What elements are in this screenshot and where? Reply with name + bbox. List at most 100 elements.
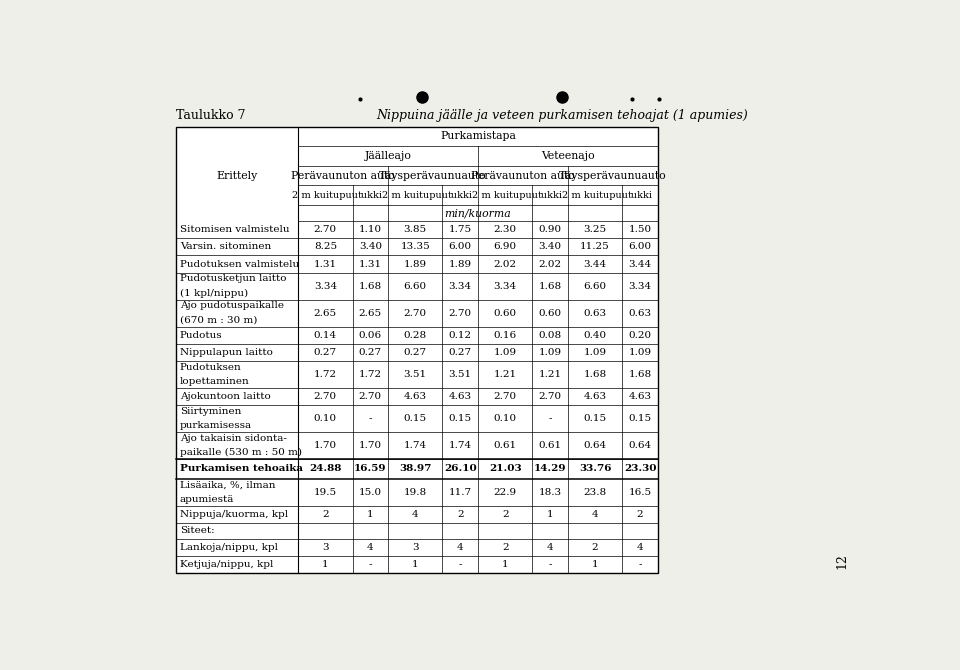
Text: 1.68: 1.68 [629,370,652,379]
Text: 23.8: 23.8 [584,488,607,496]
Text: 1.75: 1.75 [448,225,471,234]
Text: 0.61: 0.61 [539,441,562,450]
Text: paikalle (530 m : 50 m): paikalle (530 m : 50 m) [180,448,301,458]
Text: lopettaminen: lopettaminen [180,377,250,386]
Text: min/kuorma: min/kuorma [444,208,512,218]
Text: apumiestä: apumiestä [180,495,234,504]
Text: 0.08: 0.08 [539,331,562,340]
Text: 4: 4 [412,510,419,519]
Text: 1.10: 1.10 [359,225,382,234]
Text: 3.40: 3.40 [539,243,562,251]
Text: 1.68: 1.68 [539,281,562,291]
Text: 0.63: 0.63 [629,309,652,318]
Text: 3.85: 3.85 [404,225,427,234]
Text: 2.02: 2.02 [493,259,516,269]
Text: 1.70: 1.70 [314,441,337,450]
Text: 22.9: 22.9 [493,488,516,496]
Text: 0.20: 0.20 [629,331,652,340]
Text: 18.3: 18.3 [539,488,562,496]
Text: 6.00: 6.00 [448,243,471,251]
Text: 1.09: 1.09 [629,348,652,357]
Text: 4: 4 [367,543,373,552]
Text: 3.51: 3.51 [404,370,427,379]
Text: 2: 2 [591,543,598,552]
Text: 2: 2 [502,543,509,552]
Text: 15.0: 15.0 [359,488,382,496]
Text: Pudotuksen: Pudotuksen [180,362,241,372]
Text: 2.70: 2.70 [314,392,337,401]
Text: 1: 1 [502,560,509,569]
Text: 3.34: 3.34 [629,281,652,291]
Text: Siirtyminen: Siirtyminen [180,407,241,416]
Text: (670 m : 30 m): (670 m : 30 m) [180,316,257,325]
Text: 3.25: 3.25 [584,225,607,234]
Text: 2 m kuitupuu: 2 m kuitupuu [562,191,628,200]
Text: 1.72: 1.72 [359,370,382,379]
Text: Purkamisen tehoaika: Purkamisen tehoaika [180,464,302,474]
Text: 1.21: 1.21 [539,370,562,379]
Text: 0.64: 0.64 [629,441,652,450]
Text: 0.60: 0.60 [539,309,562,318]
Text: 6.90: 6.90 [493,243,516,251]
Text: 2.70: 2.70 [448,309,471,318]
Text: -: - [369,560,372,569]
Text: 26.10: 26.10 [444,464,476,474]
Text: tukki: tukki [358,191,383,200]
Text: 2 m kuitupuu: 2 m kuitupuu [472,191,539,200]
Text: Purkamistapa: Purkamistapa [440,131,516,141]
Text: 2.70: 2.70 [493,392,516,401]
Text: Pudotusketjun laitto: Pudotusketjun laitto [180,274,286,283]
Text: 0.60: 0.60 [493,309,516,318]
Text: 3: 3 [322,543,328,552]
Text: 24.88: 24.88 [309,464,342,474]
Text: Ajokuntoon laitto: Ajokuntoon laitto [180,392,271,401]
Text: 0.61: 0.61 [493,441,516,450]
Text: Ketjuja/nippu, kpl: Ketjuja/nippu, kpl [180,560,273,569]
Text: 2: 2 [457,510,464,519]
Text: 1.50: 1.50 [629,225,652,234]
Text: 1.74: 1.74 [404,441,427,450]
Text: Nippuja/kuorma, kpl: Nippuja/kuorma, kpl [180,510,288,519]
Text: 0.15: 0.15 [448,414,471,423]
Text: 33.76: 33.76 [579,464,612,474]
Text: 0.40: 0.40 [584,331,607,340]
Text: 2.70: 2.70 [404,309,427,318]
Text: 19.5: 19.5 [314,488,337,496]
Text: 4.63: 4.63 [629,392,652,401]
Text: Lisäaika, %, ilman: Lisäaika, %, ilman [180,480,276,490]
Text: Taulukko 7: Taulukko 7 [176,109,246,121]
Text: Täysperävaunuauto: Täysperävaunuauto [559,171,666,181]
Text: 0.64: 0.64 [584,441,607,450]
Text: 1: 1 [412,560,419,569]
Text: 1.72: 1.72 [314,370,337,379]
Text: 4.63: 4.63 [448,392,471,401]
Text: 1: 1 [547,510,553,519]
Text: 23.30: 23.30 [624,464,657,474]
Text: 14.29: 14.29 [534,464,566,474]
Text: 4.63: 4.63 [404,392,427,401]
Text: Ajo takaisin sidonta-: Ajo takaisin sidonta- [180,433,286,443]
Text: 2.70: 2.70 [359,392,382,401]
Text: 0.90: 0.90 [539,225,562,234]
Text: 1.09: 1.09 [539,348,562,357]
Text: 0.14: 0.14 [314,331,337,340]
Text: tukki: tukki [447,191,472,200]
Text: Lankoja/nippu, kpl: Lankoja/nippu, kpl [180,543,277,552]
Text: 1.70: 1.70 [359,441,382,450]
Text: 8.25: 8.25 [314,243,337,251]
Text: 1.89: 1.89 [404,259,427,269]
Text: Perävaunuton auto: Perävaunuton auto [471,171,575,181]
Text: 0.28: 0.28 [404,331,427,340]
Text: 0.15: 0.15 [404,414,427,423]
Text: 1: 1 [591,560,598,569]
Text: 6.60: 6.60 [404,281,427,291]
Text: 0.10: 0.10 [314,414,337,423]
Text: 0.63: 0.63 [584,309,607,318]
Text: 1: 1 [367,510,373,519]
Text: 0.27: 0.27 [404,348,427,357]
Text: 2.70: 2.70 [314,225,337,234]
Text: 0.27: 0.27 [314,348,337,357]
Text: 1.74: 1.74 [448,441,471,450]
Text: Pudotus: Pudotus [180,331,223,340]
Text: 13.35: 13.35 [400,243,430,251]
